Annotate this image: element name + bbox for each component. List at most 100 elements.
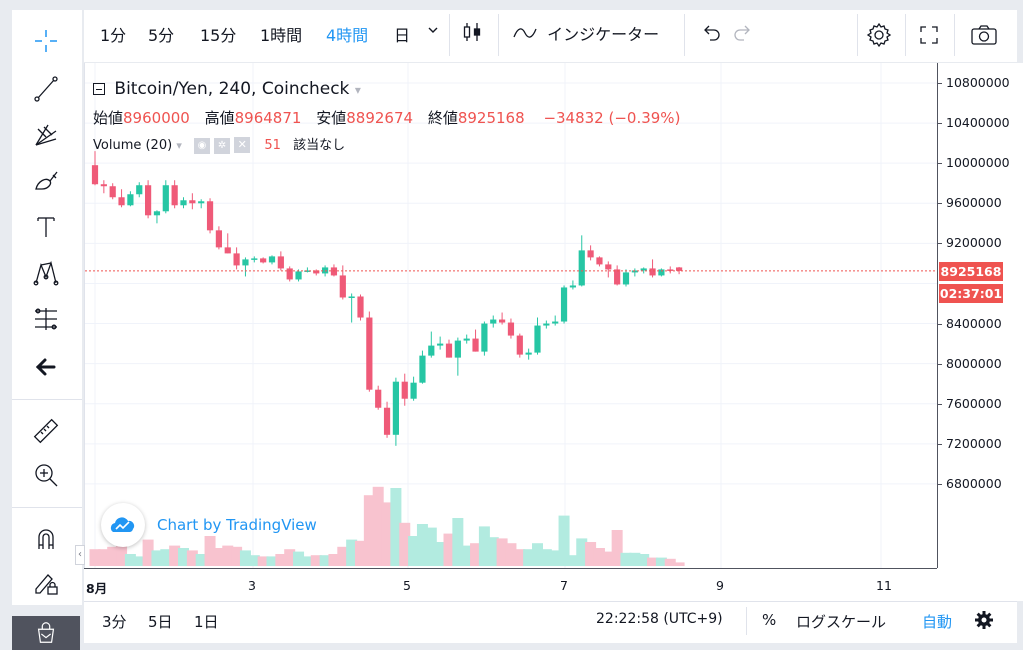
text-tool[interactable] (24, 210, 68, 244)
eye-icon[interactable]: ◉ (193, 138, 210, 154)
lock-drawings-tool[interactable] (24, 566, 68, 600)
toolbar-divider (12, 399, 82, 400)
indicators-button[interactable]: インジケーター (512, 21, 659, 45)
volume-bar (178, 548, 189, 566)
volume-bar (213, 548, 225, 566)
log-scale-toggle[interactable]: ログスケール (796, 613, 887, 631)
chart-pane[interactable]: Bitcoin/Yen, 240, Coincheck ▾ 始値8960000 … (75, 63, 938, 568)
crosshair-tool[interactable] (24, 24, 68, 58)
interval-dropdown[interactable] (426, 20, 440, 44)
candle-body (277, 256, 284, 269)
interval-1m[interactable]: 1分 (100, 26, 127, 45)
settings-button[interactable] (866, 22, 892, 52)
candle-body (366, 317, 373, 390)
bar-countdown-badge: 02:37:01 (939, 283, 1003, 303)
volume-bar (638, 554, 650, 566)
volume-bar (664, 558, 676, 566)
candle-body (622, 272, 630, 285)
text-icon (37, 217, 55, 237)
range-3m[interactable]: 3分 (102, 613, 127, 631)
drawing-toolbar-panel (12, 10, 82, 605)
axis-settings-button[interactable] (974, 610, 994, 634)
candle-body (348, 296, 355, 298)
candle-body (499, 319, 506, 323)
undo-icon (704, 25, 720, 41)
magnet-tool[interactable] (24, 522, 68, 556)
volume-bar (408, 536, 420, 566)
volume-bar (319, 555, 331, 566)
candle-body (304, 270, 311, 272)
caret-down-icon[interactable]: ▾ (176, 139, 182, 152)
tradingview-logo (101, 503, 145, 547)
time-axis[interactable]: 8月 3 5 7 9 11 (84, 568, 937, 601)
candle-body (357, 296, 364, 318)
candle-body (145, 185, 152, 216)
price-axis[interactable]: 10800000 10400000 10000000 9600000 9200000 84… (937, 63, 1023, 568)
gear-icon[interactable]: ✲ (214, 138, 231, 154)
chart-type-button[interactable] (460, 20, 484, 48)
brush-tool[interactable] (24, 164, 68, 198)
pattern-tool[interactable] (24, 256, 68, 290)
candle-body (375, 389, 382, 408)
favorites-tool[interactable] (12, 616, 80, 650)
prediction-icon (35, 308, 57, 330)
candle-body (676, 267, 683, 271)
candle-body (153, 211, 161, 216)
collapse-legend-icon[interactable] (93, 83, 105, 95)
fullscreen-button[interactable] (918, 24, 940, 50)
percent-toggle[interactable]: % (762, 611, 777, 629)
price-tick-label: 8000000 (938, 355, 1002, 371)
candle-body (525, 352, 532, 355)
price-tick-label: 10400000 (938, 115, 1010, 131)
candle-body (189, 200, 196, 204)
symbol-legend[interactable]: Bitcoin/Yen, 240, Coincheck ▾ (93, 79, 361, 99)
close-icon[interactable]: ✕ (234, 137, 251, 153)
symbol-title: Bitcoin/Yen, 240, Coincheck (114, 79, 350, 99)
range-5d[interactable]: 5日 (148, 613, 173, 631)
interval-4h[interactable]: 4時間 (326, 26, 369, 45)
candle-body (295, 271, 302, 280)
trend-line-icon (34, 76, 58, 102)
tradingview-watermark[interactable]: Chart by TradingView (101, 503, 317, 547)
volume-bar (461, 545, 473, 566)
measure-levels-tool[interactable] (24, 302, 68, 336)
volume-label: Volume (20) (93, 138, 173, 153)
clock[interactable]: 22:22:58 (UTC+9) (596, 611, 723, 627)
bottom-toolbar: 3分 5日 1日 22:22:58 (UTC+9) % ログスケール 自動 (84, 601, 1023, 650)
volume-bar (505, 543, 517, 566)
candle-body (171, 185, 178, 206)
ruler-tool[interactable] (24, 414, 68, 448)
auto-scale-toggle[interactable]: 自動 (922, 613, 953, 631)
candle-body (631, 270, 638, 273)
volume-bar (470, 543, 482, 566)
drawing-toolbar (0, 0, 84, 650)
screenshot-button[interactable] (970, 24, 998, 50)
volume-bar (593, 548, 605, 566)
trend-line-tool[interactable] (24, 72, 68, 106)
interval-15m[interactable]: 15分 (200, 26, 237, 45)
volume-bar (169, 545, 181, 566)
price-chart[interactable] (85, 63, 938, 568)
interval-5m[interactable]: 5分 (148, 26, 175, 45)
undo-button[interactable] (700, 22, 722, 46)
volume-bar (231, 546, 243, 566)
range-1d[interactable]: 1日 (194, 613, 219, 631)
low-value: 8892674 (346, 109, 414, 127)
hide-toolbar-tool[interactable] (24, 350, 68, 384)
time-tick-label: 5 (403, 578, 411, 593)
interval-1h[interactable]: 1時間 (260, 26, 303, 45)
volume-legend[interactable]: Volume (20) ▾ ◉ ✲ ✕ 51 該当なし (93, 134, 345, 154)
interval-1d[interactable]: 日 (394, 26, 411, 45)
candle-body (578, 250, 585, 286)
redo-button[interactable] (732, 22, 754, 46)
candle-body (667, 269, 674, 271)
candle-body (437, 343, 444, 346)
candle-body (472, 338, 479, 352)
zoom-in-tool[interactable] (24, 458, 68, 492)
price-tick-label: 10800000 (938, 75, 1010, 90)
caret-down-icon[interactable]: ▾ (354, 83, 361, 97)
candle-body (127, 194, 134, 206)
fib-tool[interactable] (24, 118, 68, 152)
toolbar-divider (12, 507, 82, 508)
collapse-toolbar-tab[interactable]: ‹ (75, 545, 85, 565)
